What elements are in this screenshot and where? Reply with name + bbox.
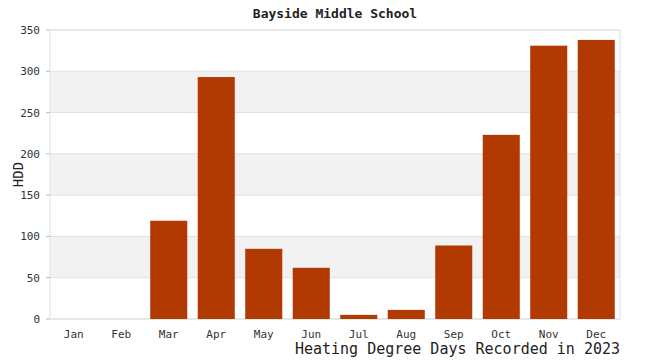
x-tick-label: Apr bbox=[206, 328, 226, 341]
y-tick bbox=[46, 319, 50, 320]
y-tick-label: 300 bbox=[20, 65, 40, 78]
bar bbox=[435, 246, 472, 319]
y-tick bbox=[46, 112, 50, 113]
y-tick-label: 250 bbox=[20, 107, 40, 120]
y-axis-label: HDD bbox=[10, 162, 26, 187]
y-tick-label: 150 bbox=[20, 189, 40, 202]
bar bbox=[198, 77, 235, 319]
y-tick-label: 100 bbox=[20, 230, 40, 243]
bar bbox=[103, 319, 140, 320]
x-tick-label: May bbox=[254, 328, 274, 341]
bars bbox=[150, 40, 615, 319]
y-tick bbox=[46, 277, 50, 278]
bar bbox=[55, 319, 92, 320]
bar bbox=[388, 310, 425, 319]
bar bbox=[483, 135, 520, 319]
bar bbox=[340, 315, 377, 319]
bar bbox=[245, 249, 282, 319]
y-tick bbox=[46, 153, 50, 154]
x-axis-label: Heating Degree Days Recorded in 2023 bbox=[295, 340, 620, 358]
y-tick bbox=[46, 71, 50, 72]
y-tick bbox=[46, 30, 50, 31]
y-tick-label: 50 bbox=[27, 272, 40, 285]
plot-frame bbox=[50, 30, 620, 319]
y-tick-label: 200 bbox=[20, 148, 40, 161]
bar bbox=[530, 46, 567, 319]
title: Bayside Middle School bbox=[253, 6, 417, 21]
bar bbox=[578, 40, 615, 319]
y-tick bbox=[46, 236, 50, 237]
x-tick-label: Jan bbox=[64, 328, 84, 341]
y-tick-label: 0 bbox=[33, 313, 40, 326]
chart: 050100150200250300350JanFebMarAprMayJunJ… bbox=[0, 0, 650, 360]
x-tick-label: Mar bbox=[159, 328, 179, 341]
y-tick bbox=[46, 195, 50, 196]
x-tick-label: Feb bbox=[111, 328, 131, 341]
y-tick-label: 350 bbox=[20, 24, 40, 37]
bar bbox=[293, 268, 330, 319]
bar bbox=[150, 221, 187, 319]
plot-background bbox=[50, 30, 620, 319]
